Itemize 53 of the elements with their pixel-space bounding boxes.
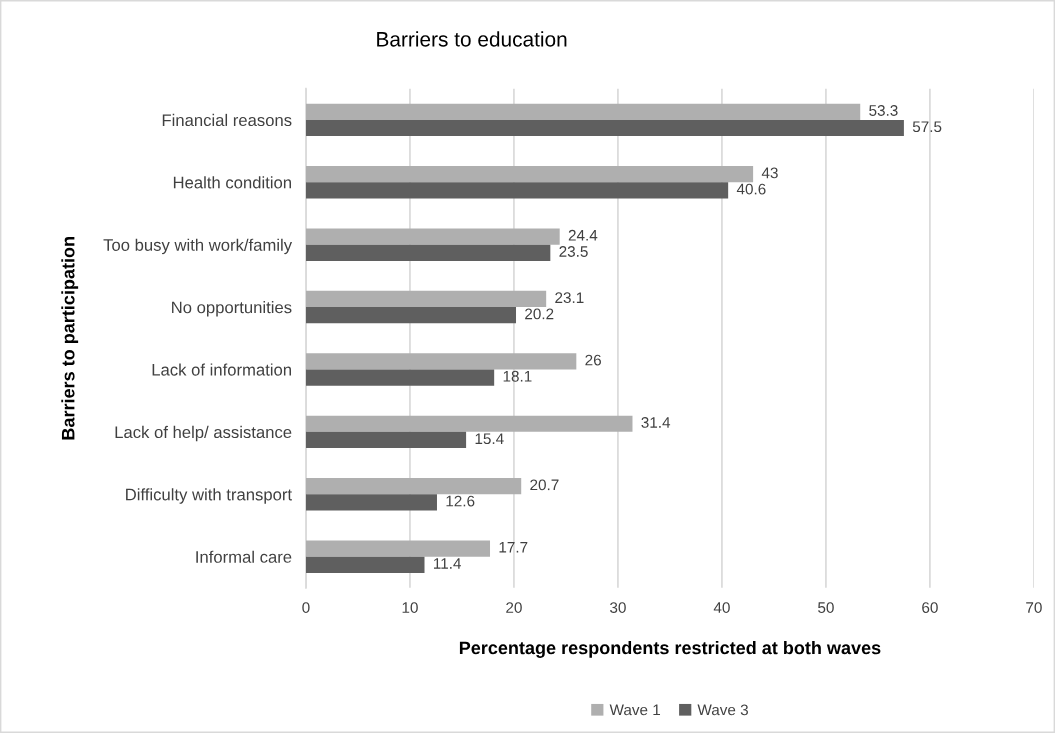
bar bbox=[305, 478, 522, 495]
y-tick-label: Financial reasons bbox=[162, 113, 292, 127]
data-label: 26 bbox=[585, 354, 601, 366]
legend-label: Wave 3 bbox=[697, 704, 748, 716]
data-label: 18.1 bbox=[503, 370, 532, 382]
data-label: 15.4 bbox=[475, 433, 504, 445]
bar bbox=[305, 307, 517, 324]
data-label: 17.7 bbox=[499, 542, 528, 553]
data-label: 20.7 bbox=[530, 479, 559, 491]
bar bbox=[305, 431, 467, 449]
data-label: 43 bbox=[761, 167, 778, 179]
bar bbox=[305, 290, 547, 308]
x-tick-label: 70 bbox=[1026, 602, 1042, 613]
x-tick-label: 0 bbox=[302, 602, 310, 613]
bar bbox=[305, 228, 560, 245]
bar bbox=[305, 103, 861, 120]
bar bbox=[305, 415, 633, 432]
x-tick-label: 60 bbox=[922, 602, 938, 613]
legend-label: Wave 1 bbox=[609, 704, 661, 716]
y-tick-label: Difficulty with transport bbox=[126, 488, 292, 504]
data-label: 11.4 bbox=[434, 558, 461, 569]
x-tick-label: 20 bbox=[506, 602, 522, 613]
bar bbox=[305, 119, 904, 137]
data-label: 57.5 bbox=[912, 121, 942, 133]
bar bbox=[305, 556, 425, 573]
data-label: 24.4 bbox=[568, 229, 598, 241]
bar bbox=[305, 244, 551, 261]
bar bbox=[305, 540, 491, 557]
y-tick-label: Too busy with work/family bbox=[103, 238, 293, 255]
data-label: 53.3 bbox=[869, 105, 898, 116]
y-tick-label: Lack of help/ assistance bbox=[115, 425, 292, 442]
bar bbox=[305, 166, 754, 183]
x-tick-label: 30 bbox=[610, 602, 626, 613]
data-label: 23.1 bbox=[555, 292, 584, 304]
x-tick-label: 10 bbox=[402, 602, 418, 613]
bar bbox=[305, 353, 577, 370]
y-axis-title: Barriers to participation bbox=[61, 237, 79, 440]
data-label: 20.2 bbox=[525, 308, 554, 320]
bar bbox=[305, 369, 495, 386]
y-tick-label: No opportunities bbox=[172, 301, 292, 317]
data-label: 40.6 bbox=[736, 183, 766, 195]
y-tick-label: Informal care bbox=[196, 550, 292, 563]
data-label: 12.6 bbox=[446, 495, 475, 507]
y-tick-label: Lack of information bbox=[152, 363, 291, 376]
data-label: 23.5 bbox=[559, 246, 588, 257]
y-tick-label: Health condition bbox=[173, 176, 291, 189]
x-tick-label: 50 bbox=[818, 602, 834, 613]
bar bbox=[305, 182, 729, 199]
x-axis-title: Percentage respondents restricted at both waves bbox=[459, 641, 881, 658]
chart-title: Barriers to education bbox=[377, 31, 567, 47]
data-label: 31.4 bbox=[641, 417, 671, 428]
bar bbox=[305, 494, 437, 511]
x-tick-label: 40 bbox=[713, 602, 730, 613]
